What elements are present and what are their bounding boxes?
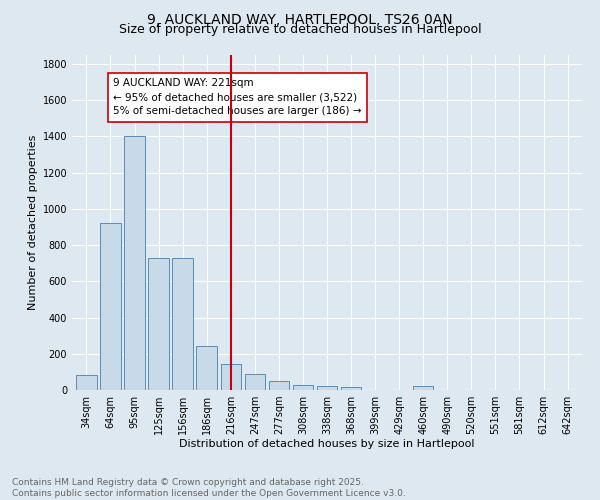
Bar [172,258,193,390]
Bar [76,374,97,390]
Bar [293,384,313,390]
Y-axis label: Number of detached properties: Number of detached properties [28,135,38,310]
Bar [341,388,361,390]
X-axis label: Distribution of detached houses by size in Hartlepool: Distribution of detached houses by size … [179,438,475,448]
Bar [100,224,121,390]
Text: Contains HM Land Registry data © Crown copyright and database right 2025.
Contai: Contains HM Land Registry data © Crown c… [12,478,406,498]
Bar [317,386,337,390]
Text: Size of property relative to detached houses in Hartlepool: Size of property relative to detached ho… [119,22,481,36]
Bar [221,364,241,390]
Bar [245,374,265,390]
Bar [124,136,145,390]
Bar [269,381,289,390]
Bar [148,258,169,390]
Bar [413,386,433,390]
Bar [196,346,217,390]
Text: 9, AUCKLAND WAY, HARTLEPOOL, TS26 0AN: 9, AUCKLAND WAY, HARTLEPOOL, TS26 0AN [147,12,453,26]
Text: 9 AUCKLAND WAY: 221sqm
← 95% of detached houses are smaller (3,522)
5% of semi-d: 9 AUCKLAND WAY: 221sqm ← 95% of detached… [113,78,361,116]
